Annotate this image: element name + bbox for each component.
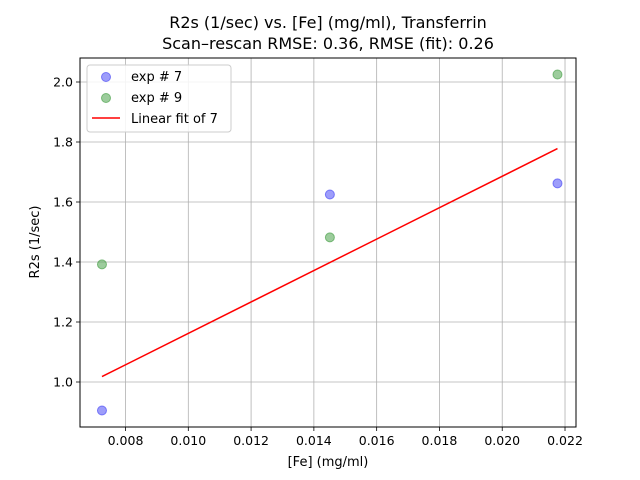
legend-label-fit: Linear fit of 7 xyxy=(131,112,218,127)
x-tick-label: 0.016 xyxy=(359,433,395,448)
fit-line-layer xyxy=(101,147,558,378)
x-tick-label: 0.018 xyxy=(422,433,458,448)
fit-line xyxy=(101,147,558,378)
y-tick-label: 1.8 xyxy=(53,135,73,150)
data-point xyxy=(324,189,335,200)
y-tick-label: 2.0 xyxy=(53,75,73,90)
legend-label-exp-7: exp # 7 xyxy=(131,70,182,85)
x-tick-label: 0.012 xyxy=(233,433,269,448)
y-axis-label: R2s (1/sec) xyxy=(28,206,43,279)
data-point xyxy=(96,405,107,416)
axis-ticks: 0.008 0.010 0.012 0.014 0.016 0.018 0.020 0.022… xyxy=(53,75,583,449)
y-tick-label: 1.6 xyxy=(53,195,73,210)
legend: exp # 7 exp # 9 Linear fit of 7 xyxy=(86,64,232,133)
data-point xyxy=(552,178,563,189)
x-axis-label: [Fe] (mg/ml) xyxy=(288,455,369,470)
legend-marker-exp-9 xyxy=(101,93,111,103)
chart-title: R2s (1/sec) vs. [Fe] (mg/ml), Transferri… xyxy=(169,13,487,32)
x-tick-label: 0.020 xyxy=(484,433,520,448)
x-tick-label: 0.022 xyxy=(547,433,583,448)
grid-lines xyxy=(80,58,576,427)
legend-box xyxy=(86,64,232,133)
y-tick-label: 1.0 xyxy=(53,375,73,390)
data-point xyxy=(552,69,563,80)
chart-subtitle: Scan–rescan RMSE: 0.36, RMSE (fit): 0.26 xyxy=(162,34,494,53)
x-tick-label: 0.010 xyxy=(170,433,206,448)
y-tick-label: 1.2 xyxy=(53,315,73,330)
data-point xyxy=(324,232,335,243)
x-tick-label: 0.008 xyxy=(108,433,144,448)
data-points xyxy=(96,69,563,416)
legend-marker-exp-7 xyxy=(101,72,111,82)
plot-frame xyxy=(79,57,577,428)
data-point xyxy=(96,259,107,270)
x-tick-label: 0.014 xyxy=(296,433,332,448)
legend-label-exp-9: exp # 9 xyxy=(131,91,182,106)
y-tick-label: 1.4 xyxy=(53,255,73,270)
